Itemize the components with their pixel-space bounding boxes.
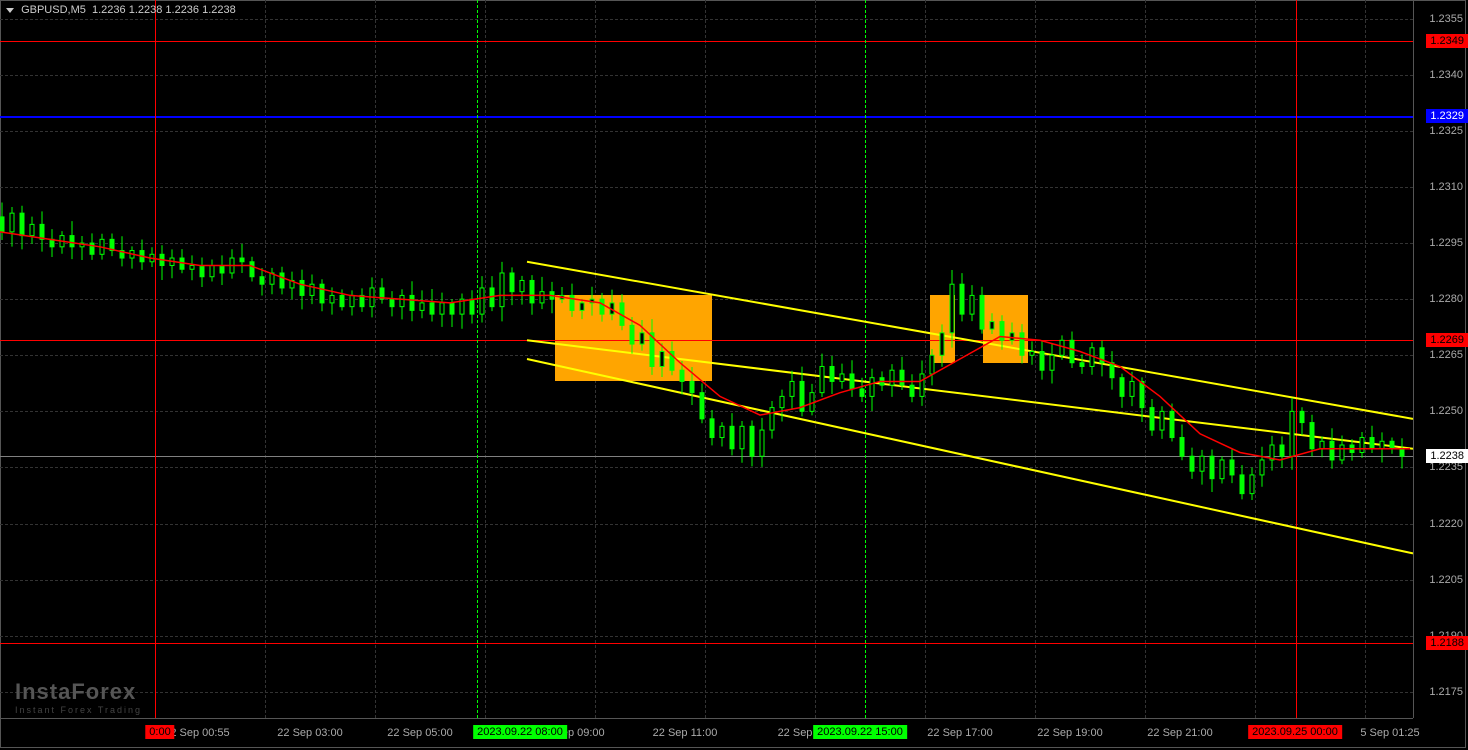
y-tick-label: 1.2235	[1429, 461, 1463, 473]
y-tick-label: 1.2310	[1429, 181, 1463, 193]
y-tick-label: 1.2340	[1429, 69, 1463, 81]
chart-container: GBPUSD,M5 1.2236 1.2238 1.2236 1.2238 1.…	[0, 0, 1468, 750]
symbol-label: GBPUSD	[21, 4, 67, 16]
price-label: 1.2269	[1426, 333, 1468, 347]
price-label: 1.2238	[1426, 449, 1468, 463]
y-axis: 1.21751.21901.22051.22201.22351.22501.22…	[1413, 0, 1468, 718]
x-tick-label: 22 Sep 03:00	[277, 727, 342, 739]
y-tick-label: 1.2175	[1429, 686, 1463, 698]
highlight-box	[930, 295, 955, 362]
x-tick-label: 22 Sep 05:00	[387, 727, 452, 739]
price-line[interactable]	[0, 643, 1413, 644]
timeframe-label: M5	[71, 4, 86, 16]
time-line[interactable]	[865, 0, 866, 718]
watermark-main: InstaForex	[15, 679, 142, 705]
highlight-box	[555, 295, 712, 381]
x-tick-label: 22 Sep 11:00	[653, 727, 718, 739]
x-tick-label: 2 Sep 00:55	[170, 727, 229, 739]
price-line[interactable]	[0, 116, 1413, 118]
y-tick-label: 1.2325	[1429, 125, 1463, 137]
dropdown-icon[interactable]	[6, 8, 14, 13]
watermark: InstaForex Instant Forex Trading	[15, 679, 142, 715]
y-tick-label: 1.2220	[1429, 518, 1463, 530]
x-tick-label: 5 Sep 01:25	[1360, 727, 1419, 739]
y-tick-label: 1.2205	[1429, 574, 1463, 586]
price-label: 1.2329	[1426, 109, 1468, 123]
x-time-label: 0:00	[145, 725, 174, 739]
y-tick-label: 1.2295	[1429, 237, 1463, 249]
x-time-label: 2023.09.22 08:00	[473, 725, 567, 739]
x-time-label: 2023.09.22 15:00	[813, 725, 907, 739]
price-label: 1.2188	[1426, 636, 1468, 650]
price-line[interactable]	[0, 456, 1413, 457]
chart-title[interactable]: GBPUSD,M5 1.2236 1.2238 1.2236 1.2238	[6, 4, 236, 16]
time-line[interactable]	[1296, 0, 1297, 718]
y-tick-label: 1.2280	[1429, 293, 1463, 305]
chart-plot-area[interactable]	[0, 0, 1413, 718]
price-label: 1.2349	[1426, 34, 1468, 48]
x-tick-label: 22 Sep 21:00	[1147, 727, 1212, 739]
time-line[interactable]	[477, 0, 478, 718]
x-tick-label: 22 Sep	[778, 727, 813, 739]
time-line[interactable]	[155, 0, 156, 718]
y-tick-label: 1.2265	[1429, 349, 1463, 361]
x-time-label: 2023.09.25 00:00	[1248, 725, 1342, 739]
ohlc-display: 1.2236 1.2238 1.2236 1.2238	[92, 4, 236, 16]
watermark-sub: Instant Forex Trading	[15, 705, 142, 715]
x-tick-label: 22 Sep 19:00	[1037, 727, 1102, 739]
price-line[interactable]	[0, 41, 1413, 42]
x-axis: 2 Sep 00:5522 Sep 03:0022 Sep 05:002 Sep…	[0, 718, 1413, 750]
y-tick-label: 1.2250	[1429, 405, 1463, 417]
price-line[interactable]	[0, 340, 1413, 341]
x-tick-label: 22 Sep 17:00	[927, 727, 992, 739]
highlight-box	[983, 295, 1028, 362]
y-tick-label: 1.2355	[1429, 13, 1463, 25]
